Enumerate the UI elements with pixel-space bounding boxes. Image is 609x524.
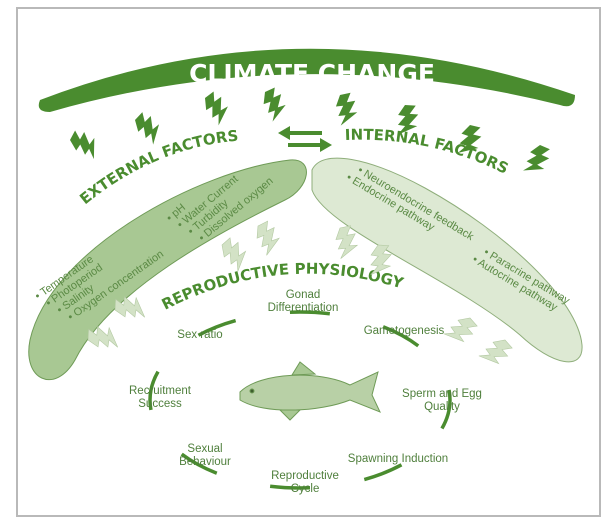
fish-illustration — [239, 361, 381, 421]
lightning-icon — [517, 140, 557, 181]
gametogenesis-label: Gametogenesis — [364, 325, 445, 337]
lightning-icon — [65, 124, 105, 165]
frame — [16, 7, 601, 517]
spawning-induction-label: Spawning Induction — [348, 453, 448, 465]
lightning-icon — [332, 90, 361, 129]
internal-factors-blob — [311, 157, 583, 363]
lightning-icon — [440, 314, 482, 348]
reproductive-cycle-ring — [148, 310, 452, 490]
exchange-arrows-icon — [278, 126, 332, 152]
sexual-behaviour-label: Sexual Behaviour — [179, 443, 231, 468]
lightning-icon — [475, 336, 517, 370]
lightning-icon — [255, 219, 282, 257]
sperm-egg-quality-label: Sperm and Egg Quality — [402, 388, 482, 413]
title: CLIMATE CHANGE — [189, 59, 435, 88]
lightning-icon — [202, 88, 233, 128]
external-factors-blob — [28, 159, 307, 381]
climate-change-banner — [38, 48, 575, 112]
cycle-labels: Gonad Differentiation Gametogenesis Sperm… — [129, 289, 482, 495]
lightning-icon — [262, 86, 287, 123]
recruitment-success-label: Recruitment Success — [129, 385, 192, 410]
sex-ratio-label: Sex ratio — [177, 329, 222, 341]
reproductive-cycle-label: Reproductive Cycle — [271, 470, 339, 495]
gonad-label: Gonad Differentiation — [268, 289, 339, 314]
lightning-icon — [131, 107, 166, 149]
